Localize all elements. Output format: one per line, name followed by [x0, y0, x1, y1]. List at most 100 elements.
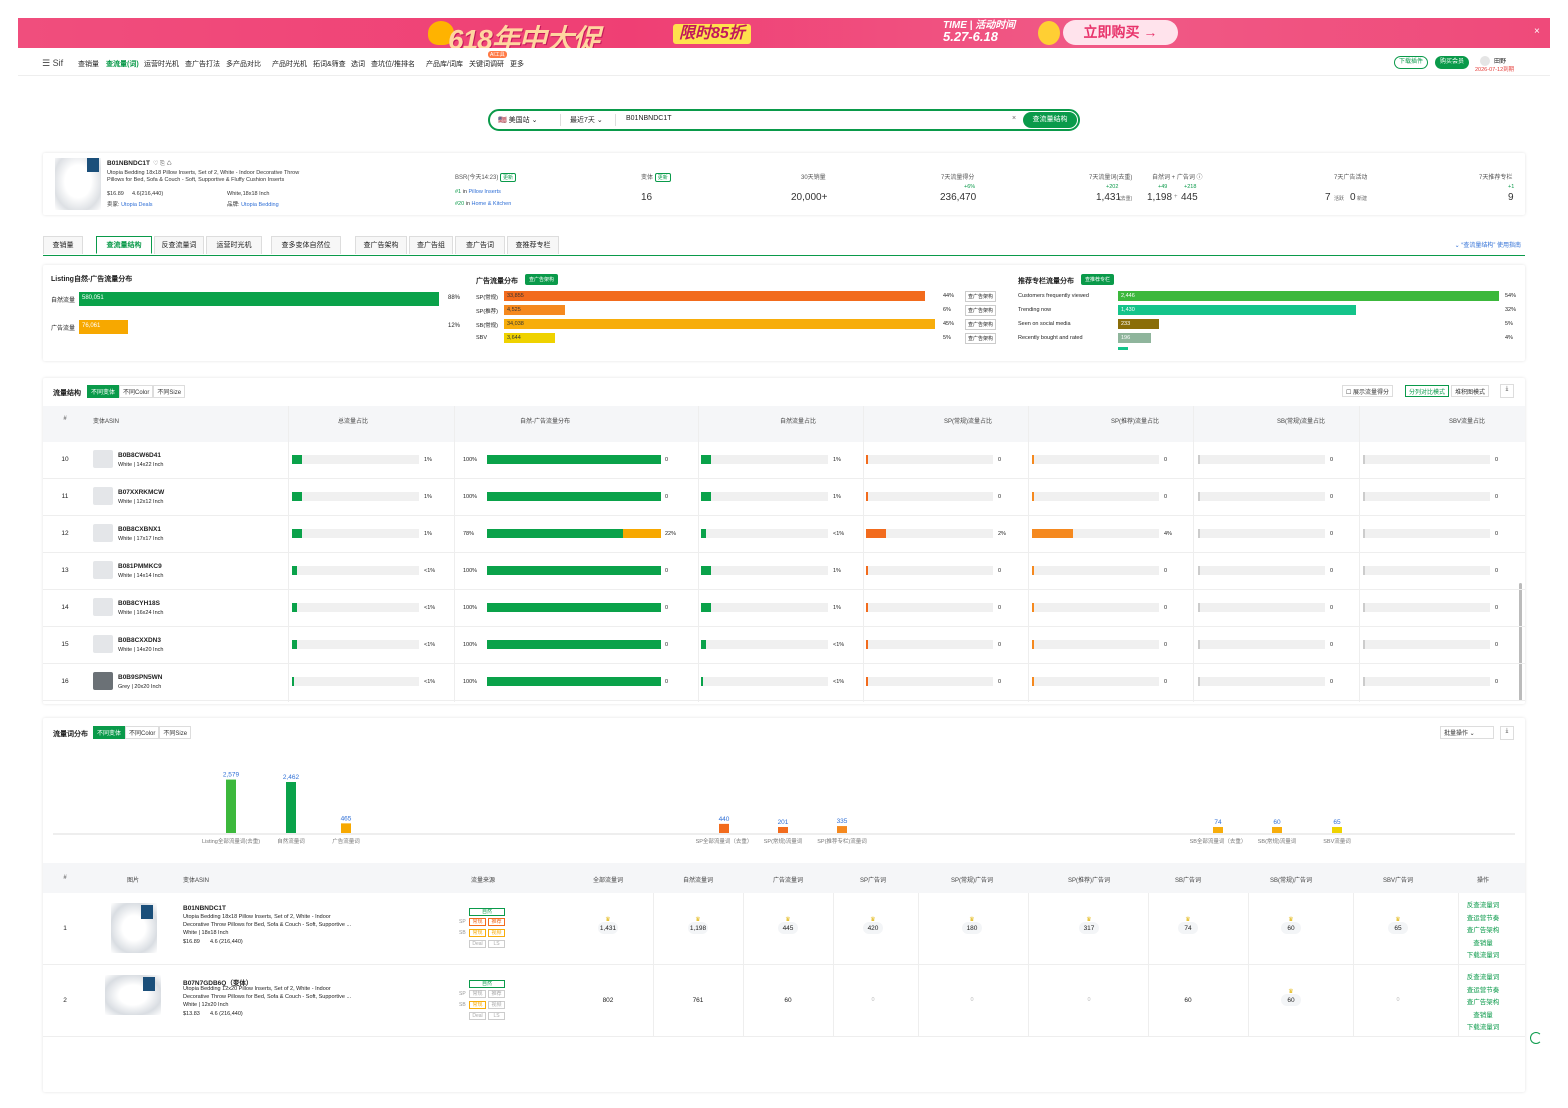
seg-variant[interactable]: 不同变体: [87, 385, 120, 398]
variant-asin[interactable]: B0B9SPN5WN: [118, 674, 163, 681]
seg-variant[interactable]: 不同变体: [93, 726, 126, 739]
chart-bar[interactable]: [837, 826, 847, 833]
kw-count[interactable]: 65: [1394, 925, 1402, 932]
download-icon[interactable]: ⤓: [1500, 726, 1514, 740]
kw-column-header[interactable]: SB广告词: [1174, 878, 1201, 884]
brand-link[interactable]: Utopia Bedding: [241, 202, 279, 208]
nav-item[interactable]: 多产品对比: [226, 61, 261, 68]
kw-title-2[interactable]: Decorative Throw Pillows for Bed, Sofa &…: [183, 922, 352, 928]
variant-thumb[interactable]: [93, 561, 113, 579]
kw-column-header[interactable]: SP广告词: [859, 878, 886, 884]
ad-row-button[interactable]: 查广告架构: [965, 291, 997, 302]
search-button[interactable]: 查流量结构: [1023, 112, 1077, 128]
kw-asin[interactable]: B07N7GDB6Q（变体）: [183, 980, 253, 987]
nav-item[interactable]: 查销量: [78, 61, 99, 68]
column-header[interactable]: 总流量占比: [337, 419, 368, 425]
kw-count[interactable]: 60: [1287, 997, 1295, 1004]
tab-recommend[interactable]: 查推荐专栏: [507, 236, 559, 254]
kw-column-header[interactable]: 全部流量词: [592, 878, 623, 884]
row-action-link[interactable]: 反查流量词: [1466, 902, 1500, 909]
row-action-link[interactable]: 下载流量词: [1466, 952, 1500, 959]
kw-column-header[interactable]: SBV广告词: [1382, 878, 1413, 884]
mode-stacked[interactable]: 堆积图模式: [1451, 385, 1490, 397]
kw-count[interactable]: 1,431: [599, 925, 617, 932]
download-plugin-button[interactable]: 下载插件: [1394, 56, 1429, 69]
row-action-link[interactable]: 查运营节奏: [1466, 914, 1500, 922]
seller-link[interactable]: Utopia Deals: [121, 202, 153, 208]
rank-1-category[interactable]: Pillow Inserts: [468, 189, 501, 195]
kw-count[interactable]: 60: [1184, 997, 1192, 1004]
tab-ad-words[interactable]: 查广告词: [455, 236, 505, 254]
scroll-bar[interactable]: [1118, 347, 1128, 350]
ad-row-button[interactable]: 查广告架构: [965, 305, 997, 316]
variant-asin[interactable]: B0B8CXXDN3: [118, 637, 161, 644]
column-header[interactable]: SB(常规)流量占比: [1276, 419, 1325, 425]
seg-color[interactable]: 不同Color: [119, 385, 154, 398]
variants-update-button[interactable]: 更新: [654, 173, 671, 182]
variant-thumb[interactable]: [93, 635, 113, 653]
kw-count[interactable]: 0: [1087, 997, 1091, 1003]
clear-icon[interactable]: ×: [1012, 115, 1017, 122]
kw-count[interactable]: 60: [784, 997, 792, 1004]
row-action-link[interactable]: 查广告架构: [1466, 927, 1500, 934]
chart-bar[interactable]: [226, 779, 236, 833]
column-header[interactable]: SP(推荐)流量占比: [1110, 419, 1159, 425]
seg-size[interactable]: 不同Size: [153, 385, 186, 398]
refresh-icon[interactable]: [1530, 1032, 1542, 1044]
table-scrollbar[interactable]: [1519, 583, 1522, 701]
avatar[interactable]: [1480, 56, 1490, 66]
kw-count[interactable]: 60: [1287, 925, 1295, 932]
ad-row-button[interactable]: 查广告架构: [965, 319, 997, 330]
guide-link[interactable]: ⌄ “查流量结构” 使用指南: [1454, 243, 1521, 249]
tab-time-machine[interactable]: 运营时光机: [206, 236, 262, 254]
bsr-update-button[interactable]: 更新: [500, 173, 517, 182]
kw-column-header[interactable]: SB(常规)广告词: [1269, 878, 1312, 884]
variant-asin[interactable]: B0B8CXBNX1: [118, 526, 161, 533]
chart-bar[interactable]: [286, 782, 296, 833]
row-action-link[interactable]: 查销量: [1473, 1011, 1493, 1019]
rec-button[interactable]: 查推荐专栏: [1081, 274, 1115, 285]
product-title-2[interactable]: Pillows for Bed, Sofa & Couch - Soft, Su…: [107, 177, 285, 183]
chart-bar[interactable]: [778, 827, 788, 833]
tab-sales[interactable]: 查销量: [43, 236, 83, 254]
kw-column-header[interactable]: 广告流量词: [772, 878, 803, 884]
chart-bar[interactable]: [341, 823, 351, 833]
variant-asin[interactable]: B0B8CYH18S: [118, 600, 160, 607]
variant-thumb[interactable]: [93, 598, 113, 616]
help-icon[interactable]: ⓘ: [1196, 175, 1203, 181]
tab-ad-structure[interactable]: 查广告架构: [355, 236, 407, 254]
user-name[interactable]: 田野: [1494, 59, 1507, 65]
row-action-link[interactable]: 查广告架构: [1466, 999, 1500, 1006]
kw-count[interactable]: 74: [1184, 925, 1192, 932]
tab-ad-groups[interactable]: 查广告组: [409, 236, 453, 254]
chart-bar[interactable]: [1213, 827, 1223, 833]
close-icon[interactable]: ×: [1534, 26, 1540, 37]
kw-title-1[interactable]: Utopia Bedding 18x18 Pillow Inserts, Set…: [183, 914, 331, 920]
site-select[interactable]: 🇺🇸 美国站 ⌄: [498, 117, 538, 124]
variant-asin[interactable]: B081PMMKC9: [118, 563, 162, 570]
kw-count[interactable]: 180: [966, 925, 978, 932]
variant-thumb[interactable]: [93, 672, 113, 690]
row-action-link[interactable]: 下载流量词: [1466, 1024, 1500, 1031]
kw-column-header[interactable]: SP(常规)广告词: [950, 878, 993, 884]
nav-item[interactable]: 查坑位/推排名: [371, 61, 415, 68]
asin-input[interactable]: B01NBNDC1T: [626, 115, 672, 122]
nav-item-more[interactable]: 更多: [510, 61, 524, 68]
tab-traffic-structure[interactable]: 查流量结构: [96, 236, 152, 254]
row-action-link[interactable]: 查销量: [1473, 939, 1493, 947]
nav-item[interactable]: 产品时光机: [272, 61, 307, 68]
seg-color[interactable]: 不同Color: [125, 726, 160, 739]
variant-asin[interactable]: B07XXRKMCW: [118, 489, 165, 496]
nav-item[interactable]: 查广告打法: [185, 61, 220, 68]
column-header[interactable]: SBV流量占比: [1448, 419, 1485, 425]
range-select[interactable]: 最近7天 ⌄: [570, 117, 603, 124]
kw-count[interactable]: 802: [602, 997, 614, 1004]
rank-2-category[interactable]: Home & Kitchen: [471, 201, 512, 207]
batch-actions[interactable]: 批量操作 ⌄: [1440, 726, 1494, 739]
ad-row-button[interactable]: 查广告架构: [965, 333, 997, 344]
column-header[interactable]: SP(常规)流量占比: [943, 419, 992, 425]
kw-column-header[interactable]: 自然流量词: [682, 878, 713, 884]
column-header[interactable]: 自然-广告流量分布: [520, 419, 570, 425]
buy-member-button[interactable]: 购买会员: [1435, 56, 1470, 69]
kw-count[interactable]: 445: [782, 925, 794, 932]
